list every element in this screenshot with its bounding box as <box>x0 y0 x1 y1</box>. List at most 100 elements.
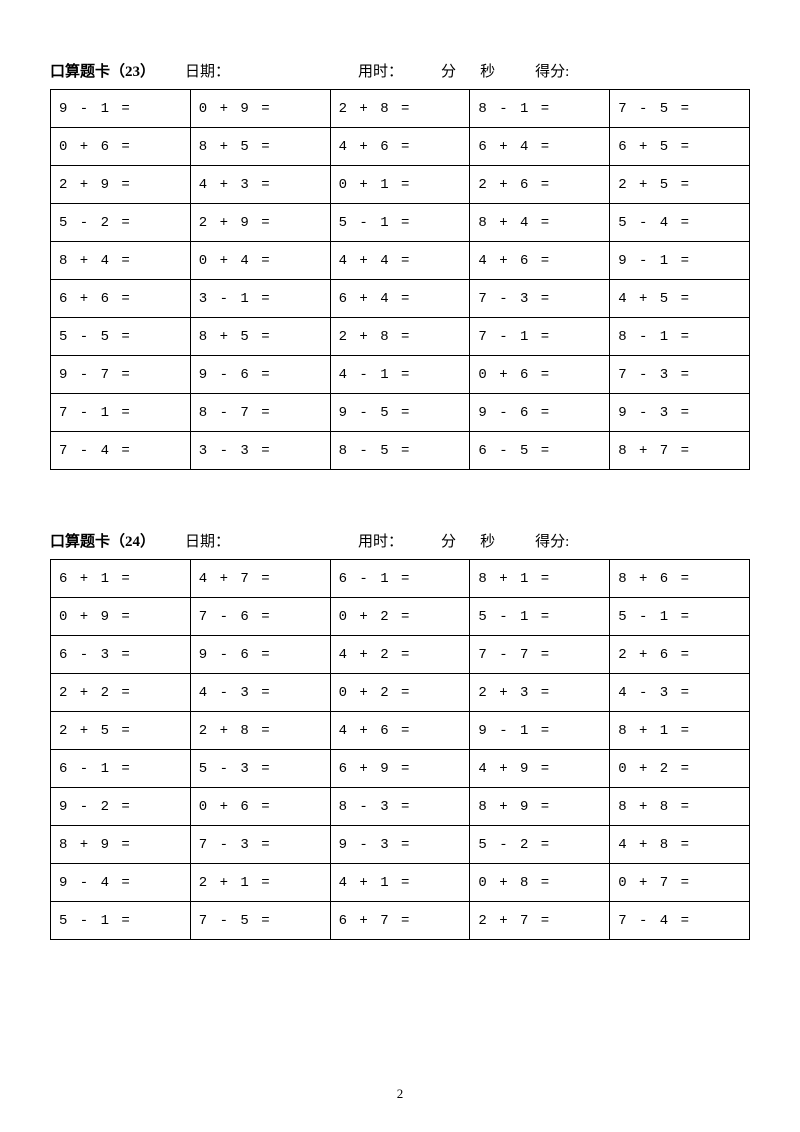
math-cell: 9 - 6 = <box>190 636 330 674</box>
math-cell: 7 - 1 = <box>470 318 610 356</box>
math-cell: 8 + 9 = <box>470 788 610 826</box>
table-row: 6 - 1 =5 - 3 =6 + 9 =4 + 9 =0 + 2 = <box>51 750 750 788</box>
table-row: 6 + 6 =3 - 1 =6 + 4 =7 - 3 =4 + 5 = <box>51 280 750 318</box>
math-cell: 5 - 5 = <box>51 318 191 356</box>
math-cell: 7 - 4 = <box>610 902 750 940</box>
math-cell: 6 + 9 = <box>330 750 470 788</box>
math-cell: 7 - 6 = <box>190 598 330 636</box>
math-cell: 9 - 3 = <box>610 394 750 432</box>
math-cell: 2 + 6 = <box>610 636 750 674</box>
time-label: 用时： <box>358 60 403 81</box>
math-cell: 9 - 6 = <box>470 394 610 432</box>
math-cell: 8 - 5 = <box>330 432 470 470</box>
math-cell: 5 - 1 = <box>51 902 191 940</box>
math-table-2: 6 + 1 =4 + 7 =6 - 1 =8 + 1 =8 + 6 =0 + 9… <box>50 559 750 940</box>
math-cell: 5 - 3 = <box>190 750 330 788</box>
math-cell: 5 - 2 = <box>51 204 191 242</box>
math-cell: 7 - 7 = <box>470 636 610 674</box>
math-cell: 4 + 6 = <box>470 242 610 280</box>
table-row: 8 + 4 =0 + 4 =4 + 4 =4 + 6 =9 - 1 = <box>51 242 750 280</box>
math-cell: 4 - 3 = <box>190 674 330 712</box>
math-cell: 7 - 4 = <box>51 432 191 470</box>
worksheet-header: 口算题卡（23） 日期： 用时： 分 秒 得分: <box>50 60 750 81</box>
table-row: 6 - 3 =9 - 6 =4 + 2 =7 - 7 =2 + 6 = <box>51 636 750 674</box>
table-row: 9 - 1 =0 + 9 =2 + 8 =8 - 1 =7 - 5 = <box>51 90 750 128</box>
math-cell: 8 + 4 = <box>470 204 610 242</box>
math-cell: 4 + 9 = <box>470 750 610 788</box>
score-label: 得分: <box>535 60 569 81</box>
math-cell: 6 + 5 = <box>610 128 750 166</box>
math-cell: 5 - 1 = <box>470 598 610 636</box>
math-cell: 2 + 8 = <box>330 90 470 128</box>
math-cell: 4 - 1 = <box>330 356 470 394</box>
math-cell: 0 + 6 = <box>190 788 330 826</box>
math-cell: 0 + 1 = <box>330 166 470 204</box>
math-cell: 0 + 4 = <box>190 242 330 280</box>
math-cell: 4 + 6 = <box>330 128 470 166</box>
score-label: 得分: <box>535 530 569 551</box>
math-cell: 4 + 4 = <box>330 242 470 280</box>
table-row: 8 + 9 =7 - 3 =9 - 3 =5 - 2 =4 + 8 = <box>51 826 750 864</box>
math-cell: 6 - 1 = <box>51 750 191 788</box>
math-table-body-2: 6 + 1 =4 + 7 =6 - 1 =8 + 1 =8 + 6 =0 + 9… <box>51 560 750 940</box>
table-row: 2 + 2 =4 - 3 =0 + 2 =2 + 3 =4 - 3 = <box>51 674 750 712</box>
math-cell: 2 + 9 = <box>190 204 330 242</box>
math-cell: 3 - 1 = <box>190 280 330 318</box>
math-cell: 0 + 2 = <box>330 674 470 712</box>
math-cell: 7 - 3 = <box>470 280 610 318</box>
table-row: 2 + 9 =4 + 3 =0 + 1 =2 + 6 =2 + 5 = <box>51 166 750 204</box>
table-row: 7 - 1 =8 - 7 =9 - 5 =9 - 6 =9 - 3 = <box>51 394 750 432</box>
math-cell: 4 + 3 = <box>190 166 330 204</box>
table-row: 5 - 5 =8 + 5 =2 + 8 =7 - 1 =8 - 1 = <box>51 318 750 356</box>
math-cell: 2 + 2 = <box>51 674 191 712</box>
math-cell: 2 + 7 = <box>470 902 610 940</box>
math-cell: 6 + 7 = <box>330 902 470 940</box>
worksheet-block-2: 口算题卡（24） 日期： 用时： 分 秒 得分: 6 + 1 =4 + 7 =6… <box>50 530 750 940</box>
math-cell: 5 - 1 = <box>330 204 470 242</box>
math-cell: 5 - 2 = <box>470 826 610 864</box>
math-cell: 6 - 5 = <box>470 432 610 470</box>
math-cell: 7 - 5 = <box>610 90 750 128</box>
math-cell: 8 + 1 = <box>470 560 610 598</box>
math-cell: 0 + 6 = <box>470 356 610 394</box>
worksheet-title: 口算题卡（24） <box>50 530 155 551</box>
math-cell: 8 + 7 = <box>610 432 750 470</box>
math-cell: 5 - 1 = <box>610 598 750 636</box>
math-cell: 9 - 1 = <box>610 242 750 280</box>
math-cell: 0 + 9 = <box>190 90 330 128</box>
math-cell: 2 + 9 = <box>51 166 191 204</box>
math-cell: 2 + 5 = <box>610 166 750 204</box>
math-cell: 0 + 6 = <box>51 128 191 166</box>
math-cell: 9 - 5 = <box>330 394 470 432</box>
worksheet-title: 口算题卡（23） <box>50 60 155 81</box>
min-label: 分 <box>441 60 456 81</box>
math-cell: 8 + 5 = <box>190 318 330 356</box>
table-row: 9 - 7 =9 - 6 =4 - 1 =0 + 6 =7 - 3 = <box>51 356 750 394</box>
table-row: 0 + 6 =8 + 5 =4 + 6 =6 + 4 =6 + 5 = <box>51 128 750 166</box>
math-table-body-1: 9 - 1 =0 + 9 =2 + 8 =8 - 1 =7 - 5 =0 + 6… <box>51 90 750 470</box>
math-cell: 7 - 5 = <box>190 902 330 940</box>
time-label: 用时： <box>358 530 403 551</box>
math-cell: 4 + 8 = <box>610 826 750 864</box>
date-label: 日期： <box>185 530 230 551</box>
math-cell: 6 + 1 = <box>51 560 191 598</box>
math-cell: 2 + 1 = <box>190 864 330 902</box>
math-cell: 8 + 5 = <box>190 128 330 166</box>
math-table-1: 9 - 1 =0 + 9 =2 + 8 =8 - 1 =7 - 5 =0 + 6… <box>50 89 750 470</box>
math-cell: 6 - 3 = <box>51 636 191 674</box>
math-cell: 0 + 8 = <box>470 864 610 902</box>
math-cell: 9 - 1 = <box>51 90 191 128</box>
table-row: 7 - 4 =3 - 3 =8 - 5 =6 - 5 =8 + 7 = <box>51 432 750 470</box>
page-number: 2 <box>0 1086 800 1102</box>
math-cell: 6 + 6 = <box>51 280 191 318</box>
math-cell: 0 + 9 = <box>51 598 191 636</box>
math-cell: 8 - 1 = <box>610 318 750 356</box>
math-cell: 8 + 6 = <box>610 560 750 598</box>
math-cell: 9 - 4 = <box>51 864 191 902</box>
table-row: 9 - 4 =2 + 1 =4 + 1 =0 + 8 =0 + 7 = <box>51 864 750 902</box>
math-cell: 4 + 2 = <box>330 636 470 674</box>
math-cell: 6 + 4 = <box>470 128 610 166</box>
math-cell: 9 - 1 = <box>470 712 610 750</box>
math-cell: 9 - 6 = <box>190 356 330 394</box>
math-cell: 8 + 9 = <box>51 826 191 864</box>
